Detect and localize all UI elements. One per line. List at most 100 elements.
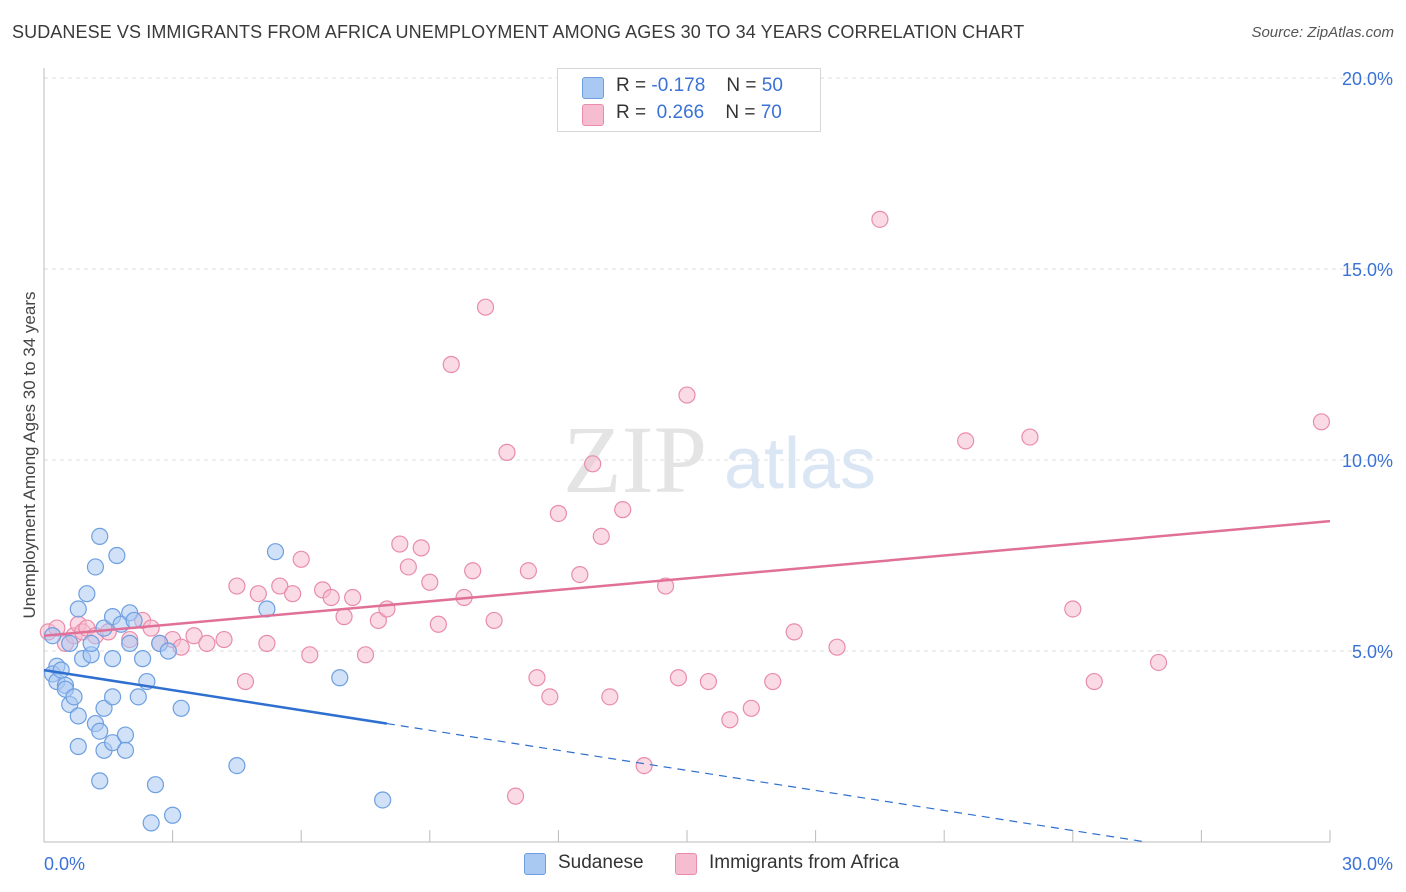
africa-point (284, 585, 302, 603)
africa-point (1064, 600, 1082, 618)
africa-point (584, 455, 602, 473)
africa-point (742, 699, 760, 717)
africa-point (519, 562, 537, 580)
legend-n-value-sudanese: 50 (761, 75, 783, 96)
sudanese-point (69, 707, 87, 725)
africa-point (699, 672, 718, 691)
watermark-atlas: atlas (724, 424, 876, 504)
africa-point (335, 608, 353, 626)
africa-point (249, 585, 267, 603)
africa-point (1149, 653, 1168, 672)
sudanese-point (95, 699, 113, 717)
africa-point (292, 550, 310, 568)
x-tick-label-max: 30.0% (1342, 854, 1393, 874)
sudanese-point (172, 699, 190, 717)
africa-point (344, 588, 362, 607)
legend-swatch-africa (582, 104, 604, 126)
africa-point (498, 443, 516, 461)
africa-point (614, 501, 632, 519)
bottom-legend-label-sudanese: Sudanese (558, 852, 644, 873)
tick-labels: 5.0% 10.0% 15.0% 20.0% 0.0% 30.0% (44, 69, 1393, 874)
africa-point (271, 577, 289, 595)
axes (43, 68, 1331, 843)
sudanese-point (91, 527, 109, 546)
africa-point (215, 630, 233, 649)
africa-point (198, 634, 216, 652)
sudanese-trend-line (43, 668, 388, 725)
africa-point (356, 646, 375, 664)
sudanese-point (69, 600, 87, 618)
sudanese-point (142, 814, 160, 832)
sudanese-point (103, 688, 122, 706)
legend-n-label: N = (726, 75, 757, 96)
sudanese-trend-extension (386, 722, 1147, 843)
africa-point (369, 611, 387, 630)
legend-swatch-sudanese (582, 77, 604, 99)
sudanese-point (108, 546, 126, 565)
africa-point (549, 504, 568, 523)
africa-point (601, 688, 619, 706)
legend-n-label: N = (725, 102, 756, 123)
africa-point (721, 711, 739, 729)
legend-r-label: R = (616, 102, 647, 123)
sudanese-point (78, 585, 96, 603)
africa-trend-line (43, 519, 1331, 637)
africa-point (528, 669, 546, 687)
africa-point (322, 588, 340, 607)
sudanese-point (86, 558, 105, 576)
africa-point (476, 298, 495, 316)
sudanese-point (331, 669, 349, 687)
sudanese-point (228, 756, 246, 775)
y-tick-label: 15.0% (1342, 260, 1393, 280)
sudanese-point (266, 543, 285, 561)
bottom-legend-label-africa: Immigrants from Africa (709, 852, 900, 873)
africa-point (785, 623, 803, 641)
bottom-legend-swatch-africa (675, 853, 697, 875)
legend-n-value-africa: 70 (760, 102, 782, 123)
watermark: ZIP atlas (563, 406, 876, 513)
sudanese-point (91, 772, 109, 790)
africa-point (142, 619, 160, 637)
sudanese-point (164, 806, 182, 824)
sudanese-point (121, 634, 139, 652)
africa-point (228, 577, 246, 595)
legend-r-value-sudanese: -0.178 (651, 75, 706, 96)
sudanese-point (61, 634, 79, 652)
africa-point (828, 638, 846, 656)
grid-lines (44, 77, 1395, 652)
sudanese-point (103, 650, 122, 668)
sudanese-point (133, 650, 152, 668)
africa-point (464, 562, 482, 580)
sudanese-points (43, 527, 392, 832)
africa-point (236, 672, 255, 691)
sudanese-point (146, 776, 165, 794)
africa-point (429, 615, 447, 633)
legend-r-label: R = (616, 75, 647, 96)
watermark-zip: ZIP (563, 406, 707, 513)
sudanese-point (91, 722, 109, 740)
sudanese-point (82, 634, 100, 652)
sudanese-point (374, 791, 392, 809)
africa-point (506, 787, 525, 805)
chart-title: SUDANESE VS IMMIGRANTS FROM AFRICA UNEMP… (12, 22, 1025, 42)
africa-point (258, 634, 276, 652)
legend-r-value-africa: 0.266 (656, 102, 705, 123)
africa-point (541, 688, 559, 706)
y-tick-label: 20.0% (1342, 69, 1393, 89)
y-tick-label: 5.0% (1352, 642, 1393, 662)
africa-point (656, 577, 675, 595)
africa-point (412, 539, 430, 557)
africa-point (1021, 428, 1039, 446)
africa-point (378, 600, 396, 618)
africa-point (421, 573, 439, 591)
sudanese-point (69, 737, 87, 756)
sudanese-point (159, 642, 177, 660)
x-tick-label-min: 0.0% (44, 854, 85, 874)
africa-point (592, 527, 610, 546)
sudanese-point (116, 741, 135, 759)
africa-point (669, 669, 688, 687)
africa-point (678, 386, 696, 404)
africa-point (442, 355, 460, 374)
source-label: Source: ZipAtlas.com (1251, 24, 1394, 41)
sudanese-point (116, 726, 135, 744)
